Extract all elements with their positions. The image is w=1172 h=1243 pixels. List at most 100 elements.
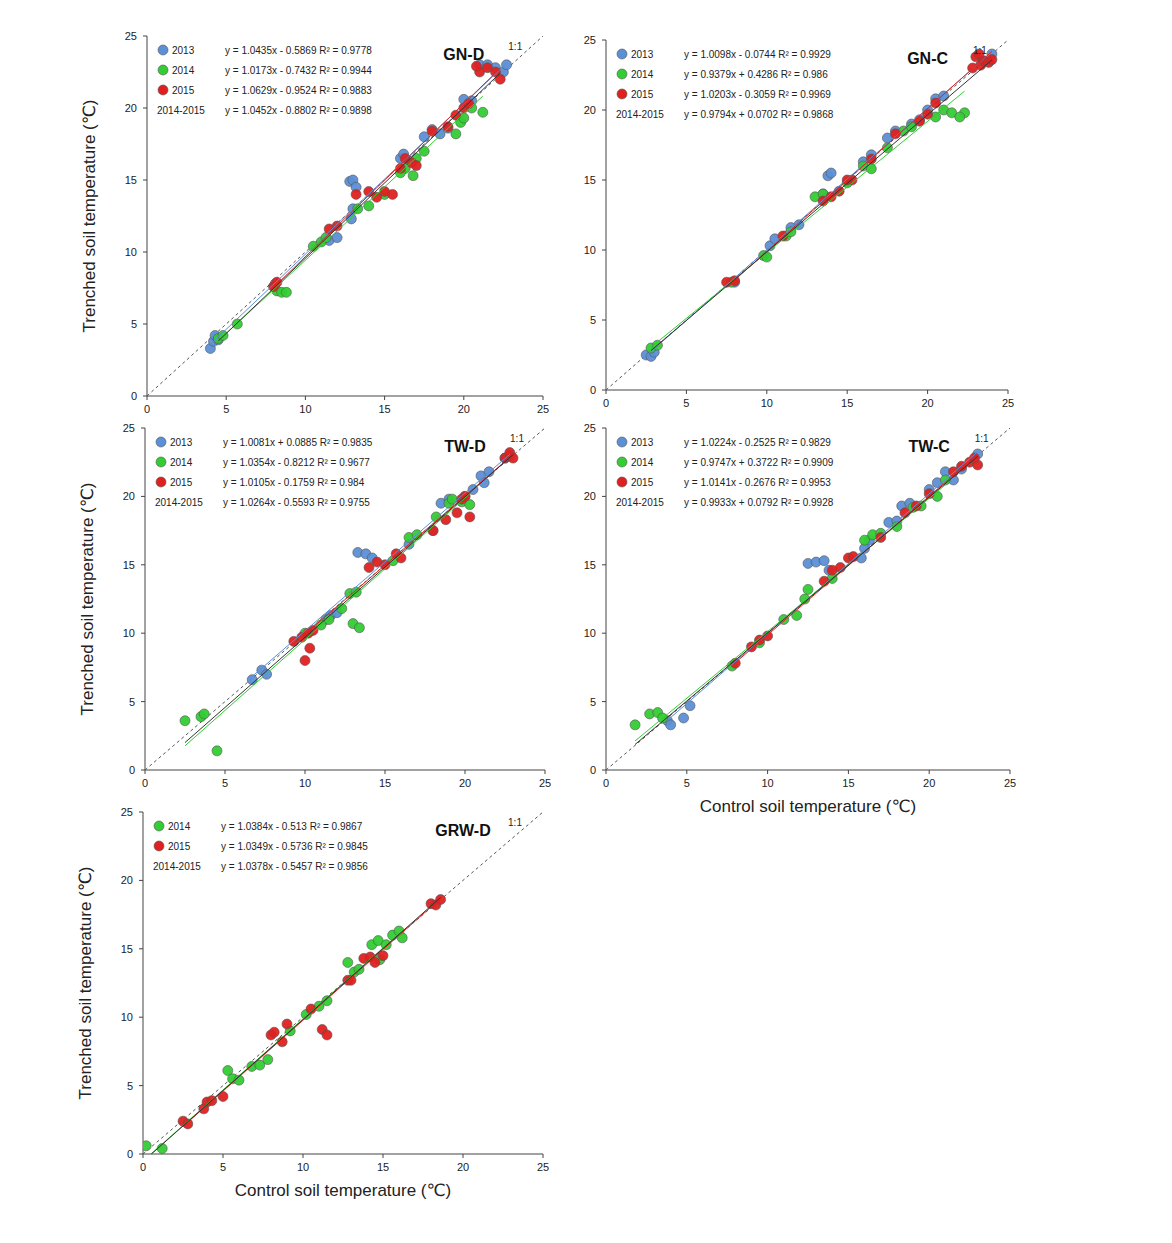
legend-marker	[617, 457, 627, 467]
y-tick	[602, 40, 606, 41]
legend-label: 2014-2015	[616, 497, 664, 508]
point	[630, 720, 640, 730]
equation: y = 1.0105x - 0.1759 R² = 0.984	[223, 477, 365, 488]
panel-title: GRW-D	[435, 822, 490, 839]
x-tick	[385, 770, 386, 774]
x-axis-label: Control soil temperature (℃)	[235, 1181, 452, 1200]
y-axis	[606, 40, 607, 390]
y-tick	[143, 180, 147, 181]
y-tick-label: 20	[121, 874, 133, 886]
panel: 051015202505101520252013y = 1.0098x - 0.…	[584, 34, 1014, 409]
series	[646, 105, 970, 353]
x-tick	[463, 396, 464, 400]
legend-label: 2015	[631, 477, 654, 488]
legend-marker	[156, 457, 166, 467]
equation: y = 1.0173x - 0.7432 R² = 0.9944	[225, 65, 372, 76]
one-to-one-line	[606, 40, 1008, 390]
point	[931, 98, 941, 108]
equation: y = 1.0224x - 0.2525 R² = 0.9829	[684, 437, 831, 448]
x-tick-label: 25	[537, 403, 549, 415]
series	[180, 494, 475, 756]
point	[451, 129, 461, 139]
x-tick-label: 10	[299, 403, 311, 415]
y-tick	[602, 428, 606, 429]
x-tick	[147, 396, 148, 400]
y-tick	[141, 770, 145, 771]
point	[819, 556, 829, 566]
legend-label: 2015	[168, 841, 191, 852]
y-tick	[139, 1154, 143, 1155]
point	[300, 656, 310, 666]
legend-label: 2013	[172, 45, 195, 56]
one-to-one-line	[606, 428, 1010, 770]
x-tick-label: 20	[459, 777, 471, 789]
one-to-one-line	[145, 428, 545, 770]
equation: y = 1.0349x - 0.5736 R² = 0.9845	[221, 841, 368, 852]
series	[143, 926, 407, 1154]
regression-line	[210, 63, 506, 344]
y-tick	[602, 633, 606, 634]
panel-title: GN-D	[443, 46, 484, 63]
legend-marker	[617, 49, 627, 59]
x-tick	[463, 1154, 464, 1158]
x-tick	[305, 770, 306, 774]
y-tick-label: 0	[590, 764, 596, 776]
y-tick	[139, 1085, 143, 1086]
y-tick-label: 5	[129, 696, 135, 708]
y-axis-label: Trenched soil temperature (℃)	[76, 867, 95, 1100]
legend-label: 2015	[631, 89, 654, 100]
legend-label: 2015	[172, 85, 195, 96]
panel: 051015202505101520252013y = 1.0435x - 0.…	[80, 30, 549, 415]
legend-label: 2014-2015	[153, 861, 201, 872]
x-tick-label: 20	[457, 1161, 469, 1173]
y-tick	[143, 108, 147, 109]
x-tick-label: 15	[842, 777, 854, 789]
y-tick-label: 0	[131, 390, 137, 402]
equation: y = 1.0264x - 0.5593 R² = 0.9755	[223, 497, 370, 508]
point	[408, 171, 418, 181]
x-axis	[606, 390, 1008, 391]
point	[269, 1027, 279, 1037]
point	[939, 91, 949, 101]
x-tick-label: 10	[761, 397, 773, 409]
x-tick	[143, 1154, 144, 1158]
point	[679, 713, 689, 723]
x-tick-label: 5	[222, 777, 228, 789]
legend-marker	[154, 841, 164, 851]
reference-label: 1:1	[508, 817, 522, 828]
y-tick-label: 10	[121, 1011, 133, 1023]
background	[0, 0, 1172, 1243]
y-tick	[141, 633, 145, 634]
x-tick	[606, 390, 607, 394]
y-tick-label: 5	[131, 318, 137, 330]
plot-area	[143, 812, 543, 1154]
legend-marker	[617, 477, 627, 487]
point	[351, 189, 361, 199]
x-tick	[383, 1154, 384, 1158]
y-tick-label: 0	[127, 1148, 133, 1160]
regression-line	[185, 455, 513, 743]
series	[205, 60, 511, 354]
x-tick	[927, 390, 928, 394]
y-axis	[143, 812, 144, 1154]
x-axis-label: Control soil temperature (℃)	[700, 797, 917, 816]
x-tick	[223, 1154, 224, 1158]
equation: y = 1.0203x - 0.3059 R² = 0.9969	[684, 89, 831, 100]
y-tick	[141, 564, 145, 565]
equation: y = 1.0098x - 0.0744 R² = 0.9929	[684, 49, 831, 60]
x-tick	[145, 770, 146, 774]
regression-line	[185, 494, 470, 746]
y-tick-label: 15	[123, 559, 135, 571]
regression-line	[218, 96, 483, 341]
y-tick	[602, 496, 606, 497]
y-tick-label: 10	[584, 244, 596, 256]
legend-marker	[617, 89, 627, 99]
x-tick-label: 10	[297, 1161, 309, 1173]
x-tick-label: 0	[142, 777, 148, 789]
legend-marker	[617, 437, 627, 447]
point	[685, 701, 695, 711]
y-tick-label: 10	[125, 246, 137, 258]
y-tick	[143, 36, 147, 37]
point	[465, 512, 475, 522]
regression-line	[146, 931, 402, 1154]
